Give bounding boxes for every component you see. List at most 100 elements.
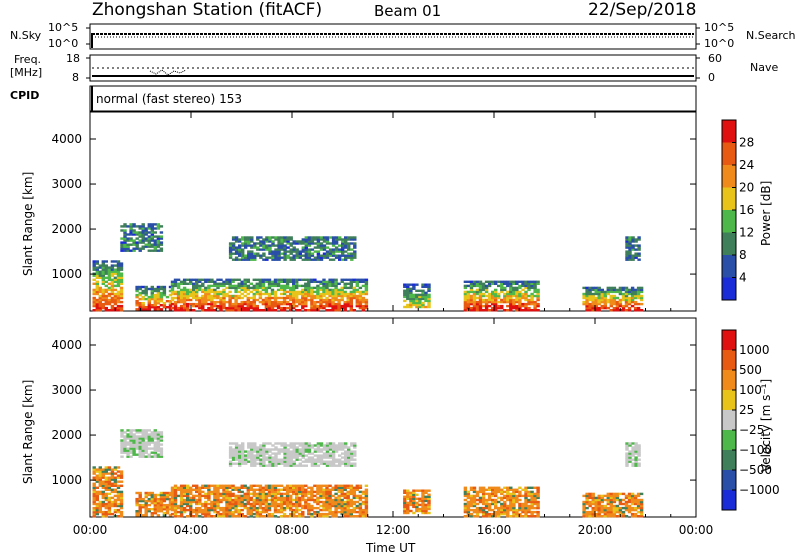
data-cell: [301, 288, 305, 292]
data-cell: [195, 486, 199, 489]
data-cell: [250, 462, 254, 465]
data-cell: [358, 515, 363, 518]
data-cell: [147, 308, 151, 311]
data-cell: [506, 290, 510, 294]
data-cell: [325, 300, 329, 304]
data-cell: [341, 252, 345, 255]
data-cell: [261, 502, 266, 506]
data-cell: [144, 437, 148, 440]
data-cell: [512, 496, 516, 500]
data-cell: [350, 454, 354, 457]
data-cell: [319, 450, 324, 453]
data-cell: [636, 309, 641, 312]
data-cell: [268, 236, 272, 239]
data-cell: [219, 284, 223, 288]
data-cell: [234, 238, 239, 241]
data-cell: [186, 296, 190, 300]
data-cell: [500, 288, 504, 292]
data-cell: [358, 294, 363, 298]
data-cell: [484, 510, 489, 514]
data-cell: [628, 258, 632, 261]
data-cell: [228, 280, 232, 283]
data-cell: [162, 512, 167, 515]
data-cell: [170, 292, 175, 296]
data-cell: [328, 242, 333, 245]
data-cell: [162, 497, 167, 501]
data-cell: [509, 300, 513, 304]
data-cell: [119, 496, 124, 500]
data-cell: [120, 441, 124, 444]
data-cell: [412, 499, 416, 503]
data-cell: [316, 454, 321, 457]
data-cell: [156, 293, 161, 297]
data-cell: [512, 500, 516, 504]
data-cell: [98, 500, 102, 504]
data-cell: [104, 466, 108, 469]
data-cell: [273, 304, 278, 308]
data-cell: [270, 302, 275, 306]
data-cell: [325, 254, 330, 257]
data-cell: [252, 302, 256, 306]
data-cell: [415, 303, 419, 307]
data-cell: [352, 292, 356, 296]
data-cell: [282, 488, 287, 491]
data-cell: [494, 296, 498, 300]
data-cell: [259, 240, 263, 243]
data-cell: [129, 437, 133, 440]
data-cell: [104, 264, 108, 267]
data-cell: [138, 291, 142, 295]
data-cell: [352, 296, 356, 300]
data-cell: [481, 490, 486, 494]
data-cell: [234, 502, 238, 506]
data-cell: [265, 238, 269, 241]
data-cell: [403, 285, 407, 288]
data-cell: [509, 488, 513, 491]
data-cell: [521, 284, 525, 288]
data-cell: [132, 443, 136, 446]
data-cell: [92, 508, 96, 512]
data-cell: [179, 488, 184, 491]
data-cell: [201, 504, 205, 508]
data-cell: [153, 435, 157, 438]
data-cell: [256, 252, 260, 255]
data-cell: [195, 282, 199, 285]
data-cell: [101, 298, 105, 302]
data-cell: [518, 486, 522, 489]
data-cell: [255, 508, 259, 512]
data-cell: [594, 306, 598, 310]
data-cell: [628, 236, 632, 239]
data-cell: [597, 502, 601, 506]
data-cell: [144, 237, 148, 240]
data-cell: [600, 290, 604, 294]
data-cell: [481, 294, 486, 298]
data-cell: [521, 488, 525, 491]
data-cell: [228, 250, 233, 253]
data-cell: [207, 515, 211, 518]
data-cell: [228, 452, 233, 455]
data-cell: [487, 515, 492, 518]
data-cell: [637, 258, 641, 261]
data-cell: [244, 458, 248, 461]
data-cell: [182, 490, 187, 494]
data-cell: [153, 300, 157, 303]
data-cell: [597, 296, 601, 300]
data-cell: [295, 490, 299, 494]
data-cell: [352, 309, 356, 312]
data-cell: [481, 508, 486, 512]
data-cell: [494, 309, 498, 312]
data-cell: [250, 444, 254, 447]
data-cell: [316, 500, 320, 504]
data-cell: [415, 283, 419, 286]
data-cell: [316, 240, 321, 243]
data-cell: [469, 294, 474, 298]
data-cell: [92, 296, 96, 300]
data-cell: [615, 288, 620, 292]
data-cell: [150, 227, 154, 230]
data-cell: [533, 290, 537, 294]
data-cell: [627, 492, 632, 496]
data-cell: [168, 503, 173, 507]
data-cell: [585, 500, 589, 504]
data-cell: [289, 250, 293, 253]
data-cell: [298, 452, 302, 455]
data-cell: [295, 242, 299, 245]
